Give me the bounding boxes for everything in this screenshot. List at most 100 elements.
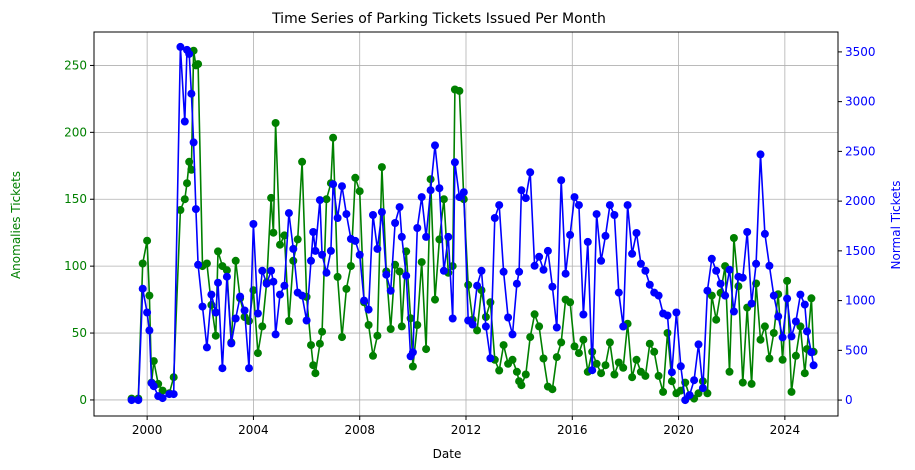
data-point [570,193,579,202]
data-point [685,391,694,400]
data-point [464,280,473,289]
data-point [189,138,198,147]
data-point [601,361,610,370]
data-point [588,366,597,375]
data-point [738,273,747,282]
data-point [426,175,435,184]
data-point [729,234,738,242]
data-point [760,322,769,331]
data-point [307,256,315,265]
data-point [807,294,816,303]
data-point [444,232,453,241]
data-point [271,330,280,339]
data-point [408,362,417,371]
data-point [262,279,271,288]
y-right-tick-label: 1500 [845,244,876,258]
data-point [329,133,338,142]
data-point [333,214,342,222]
data-point [738,378,747,387]
data-point [185,49,194,58]
data-point [566,298,575,307]
data-point [676,362,685,371]
y-left-tick-label: 100 [64,259,87,273]
x-tick-label: 2008 [344,423,375,437]
data-point [397,232,406,241]
data-point [752,259,761,268]
data-point [183,179,191,188]
data-point [486,354,495,363]
data-point [597,256,606,265]
data-point [566,230,575,239]
data-point [431,295,439,304]
data-point [422,345,431,354]
data-point [548,282,557,291]
data-point [143,236,152,245]
data-point [302,316,311,325]
data-point [318,250,327,259]
data-point [435,184,444,193]
data-point [364,321,373,329]
data-point [149,357,158,366]
data-point [535,252,544,261]
y-right-tick-label: 3500 [845,45,876,59]
data-point [561,269,570,278]
data-point [791,317,800,326]
data-point [280,231,289,240]
data-point [369,211,377,219]
data-point [338,182,346,191]
data-point [663,329,672,337]
data-point [605,338,614,347]
data-point [504,313,513,322]
data-point [214,247,222,256]
data-point [284,209,293,218]
data-point [338,333,346,342]
data-point [138,284,147,293]
data-point [342,284,351,293]
data-point [526,168,535,177]
data-point [800,369,809,378]
data-point [158,394,167,403]
data-point [202,259,211,268]
data-point [552,353,561,362]
data-point [570,342,579,351]
data-point [548,385,557,394]
data-point [322,195,331,204]
data-point [198,302,207,311]
data-point [703,389,712,398]
data-point [309,228,318,236]
data-point [214,278,222,287]
data-point [579,310,588,319]
data-point [369,351,377,360]
data-point [329,180,338,189]
data-point [231,314,240,323]
data-point [530,310,539,319]
data-point [422,232,431,241]
data-point [187,165,196,174]
data-point [138,259,147,268]
series-1 [127,46,818,403]
data-point [760,229,769,238]
data-point [231,256,240,265]
data-point [307,341,315,350]
data-point [667,377,676,386]
data-point [526,333,535,342]
data-point [535,322,544,331]
data-point [508,330,517,339]
data-point [326,246,335,255]
data-point [539,265,548,274]
data-point [721,291,730,300]
data-point [552,323,561,332]
data-point [450,158,459,167]
data-point [271,119,280,127]
data-point [543,246,552,255]
data-point [145,326,154,335]
data-point [455,86,464,95]
data-point [397,322,406,331]
data-point [807,348,816,357]
data-point [473,326,482,335]
y-left-tick-label: 150 [64,192,87,206]
data-point [619,363,628,372]
data-point [253,349,262,358]
data-point [289,244,298,253]
